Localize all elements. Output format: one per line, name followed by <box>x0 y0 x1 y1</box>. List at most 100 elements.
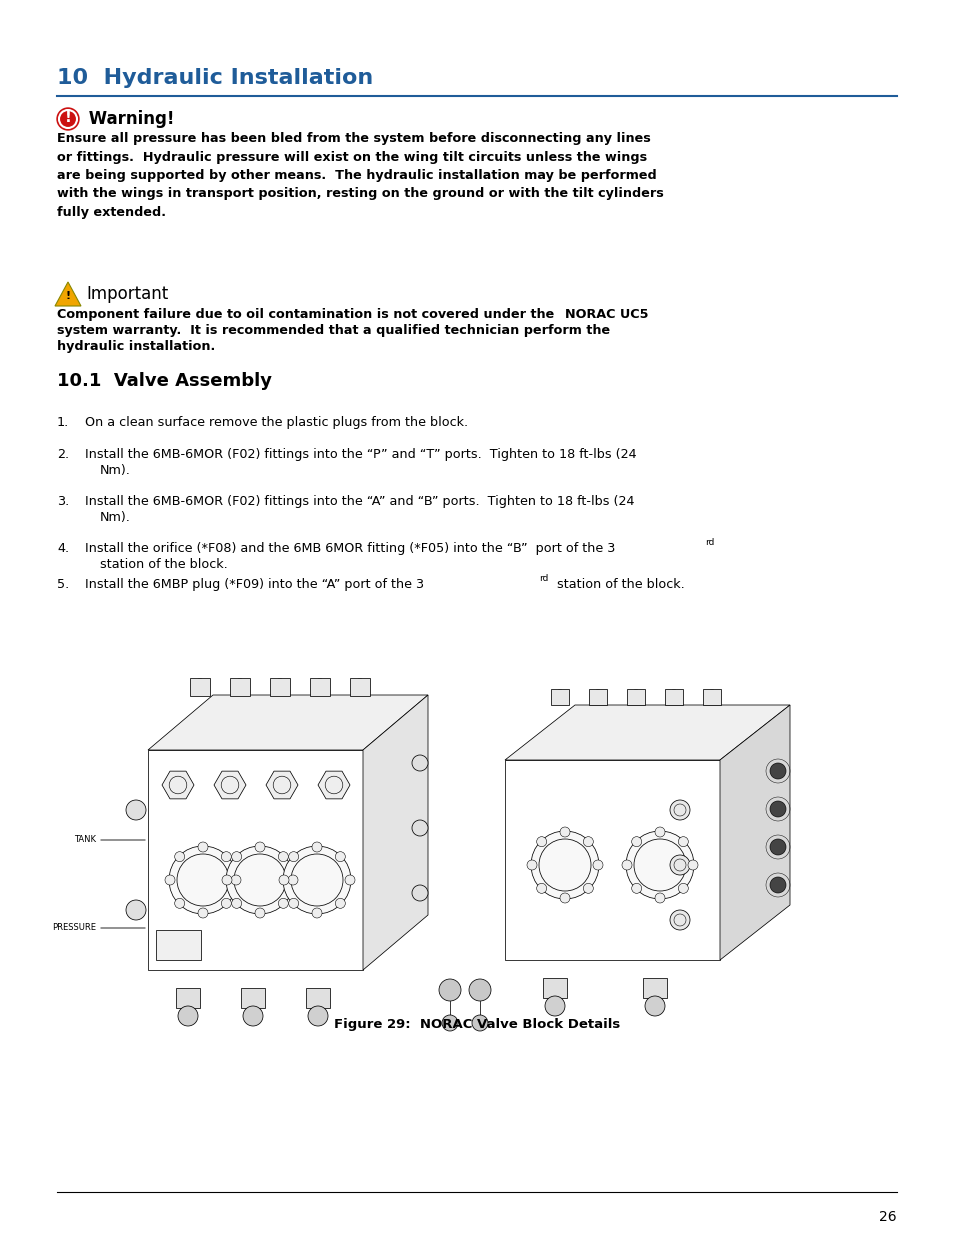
Circle shape <box>169 846 236 914</box>
Text: station of the block.: station of the block. <box>100 558 228 571</box>
Circle shape <box>412 885 428 902</box>
Text: Component failure due to oil contamination is not covered under the: Component failure due to oil contaminati… <box>57 308 558 321</box>
FancyBboxPatch shape <box>350 678 370 697</box>
Circle shape <box>559 893 569 903</box>
Circle shape <box>126 800 146 820</box>
Polygon shape <box>148 750 363 969</box>
Circle shape <box>278 898 288 908</box>
Text: 10.1  Valve Assembly: 10.1 Valve Assembly <box>57 372 272 390</box>
Circle shape <box>232 898 241 908</box>
Polygon shape <box>720 705 789 960</box>
Circle shape <box>678 836 688 847</box>
Circle shape <box>531 831 598 899</box>
Text: system warranty.  It is recommended that a qualified technician perform the: system warranty. It is recommended that … <box>57 324 610 337</box>
Polygon shape <box>504 705 789 760</box>
Circle shape <box>441 1015 457 1031</box>
Circle shape <box>226 846 294 914</box>
Circle shape <box>278 876 289 885</box>
Text: Nm).: Nm). <box>100 511 131 524</box>
Circle shape <box>178 1007 198 1026</box>
Circle shape <box>669 910 689 930</box>
Circle shape <box>312 842 322 852</box>
Circle shape <box>59 110 77 128</box>
Circle shape <box>278 852 288 862</box>
Text: Nm).: Nm). <box>100 464 131 477</box>
Circle shape <box>222 876 232 885</box>
Circle shape <box>165 876 174 885</box>
Text: Figure 29:  NORAC Valve Block Details: Figure 29: NORAC Valve Block Details <box>334 1018 619 1031</box>
Circle shape <box>289 852 298 862</box>
Circle shape <box>254 908 265 918</box>
FancyBboxPatch shape <box>664 689 682 705</box>
FancyBboxPatch shape <box>702 689 720 705</box>
Text: PRESSURE: PRESSURE <box>52 924 96 932</box>
Text: NORAC UC5: NORAC UC5 <box>564 308 648 321</box>
Circle shape <box>631 836 641 847</box>
Circle shape <box>412 755 428 771</box>
Circle shape <box>231 876 241 885</box>
Circle shape <box>769 763 785 779</box>
Circle shape <box>198 842 208 852</box>
Circle shape <box>678 883 688 893</box>
Circle shape <box>174 898 185 908</box>
Circle shape <box>221 898 231 908</box>
Polygon shape <box>55 282 81 306</box>
Text: 10  Hydraulic Installation: 10 Hydraulic Installation <box>57 68 373 88</box>
Circle shape <box>669 855 689 876</box>
Text: Warning!: Warning! <box>83 110 174 128</box>
Text: Important: Important <box>86 285 168 303</box>
Circle shape <box>221 852 231 862</box>
Circle shape <box>537 836 546 847</box>
Circle shape <box>232 852 241 862</box>
Circle shape <box>345 876 355 885</box>
Text: Ensure all pressure has been bled from the system before disconnecting any lines: Ensure all pressure has been bled from t… <box>57 132 663 219</box>
Circle shape <box>469 979 491 1002</box>
Circle shape <box>254 842 265 852</box>
Text: !: ! <box>66 291 71 301</box>
Polygon shape <box>148 695 428 750</box>
Circle shape <box>582 883 593 893</box>
Polygon shape <box>213 771 246 799</box>
Circle shape <box>288 876 297 885</box>
Text: 3.: 3. <box>57 495 70 508</box>
Circle shape <box>283 846 351 914</box>
Circle shape <box>559 827 569 837</box>
Circle shape <box>644 995 664 1016</box>
FancyBboxPatch shape <box>551 689 568 705</box>
FancyBboxPatch shape <box>175 988 200 1008</box>
Polygon shape <box>504 760 720 960</box>
Circle shape <box>769 802 785 818</box>
Polygon shape <box>317 771 350 799</box>
Circle shape <box>526 860 537 869</box>
FancyBboxPatch shape <box>230 678 250 697</box>
Text: 1.: 1. <box>57 416 70 429</box>
Circle shape <box>412 820 428 836</box>
Circle shape <box>308 1007 328 1026</box>
Text: TANK: TANK <box>74 836 96 845</box>
FancyBboxPatch shape <box>306 988 330 1008</box>
Polygon shape <box>266 771 297 799</box>
Text: rd: rd <box>538 574 548 583</box>
Circle shape <box>537 883 546 893</box>
Circle shape <box>582 836 593 847</box>
Text: !: ! <box>65 110 71 126</box>
Text: Install the 6MB-6MOR (F02) fittings into the “A” and “B” ports.  Tighten to 18 f: Install the 6MB-6MOR (F02) fittings into… <box>85 495 634 508</box>
Text: 26: 26 <box>879 1210 896 1224</box>
Circle shape <box>669 800 689 820</box>
Circle shape <box>126 900 146 920</box>
Circle shape <box>625 831 693 899</box>
Polygon shape <box>162 771 193 799</box>
Circle shape <box>335 898 345 908</box>
Circle shape <box>438 979 460 1002</box>
FancyBboxPatch shape <box>156 930 201 960</box>
Text: On a clean surface remove the plastic plugs from the block.: On a clean surface remove the plastic pl… <box>85 416 468 429</box>
Circle shape <box>769 877 785 893</box>
Ellipse shape <box>57 107 79 130</box>
Text: Install the orifice (*F08) and the 6MB 6MOR fitting (*F05) into the “B”  port of: Install the orifice (*F08) and the 6MB 6… <box>85 542 615 555</box>
Circle shape <box>312 908 322 918</box>
Circle shape <box>621 860 631 869</box>
FancyBboxPatch shape <box>642 978 666 998</box>
Circle shape <box>687 860 698 869</box>
Text: 2.: 2. <box>57 448 69 461</box>
Circle shape <box>289 898 298 908</box>
